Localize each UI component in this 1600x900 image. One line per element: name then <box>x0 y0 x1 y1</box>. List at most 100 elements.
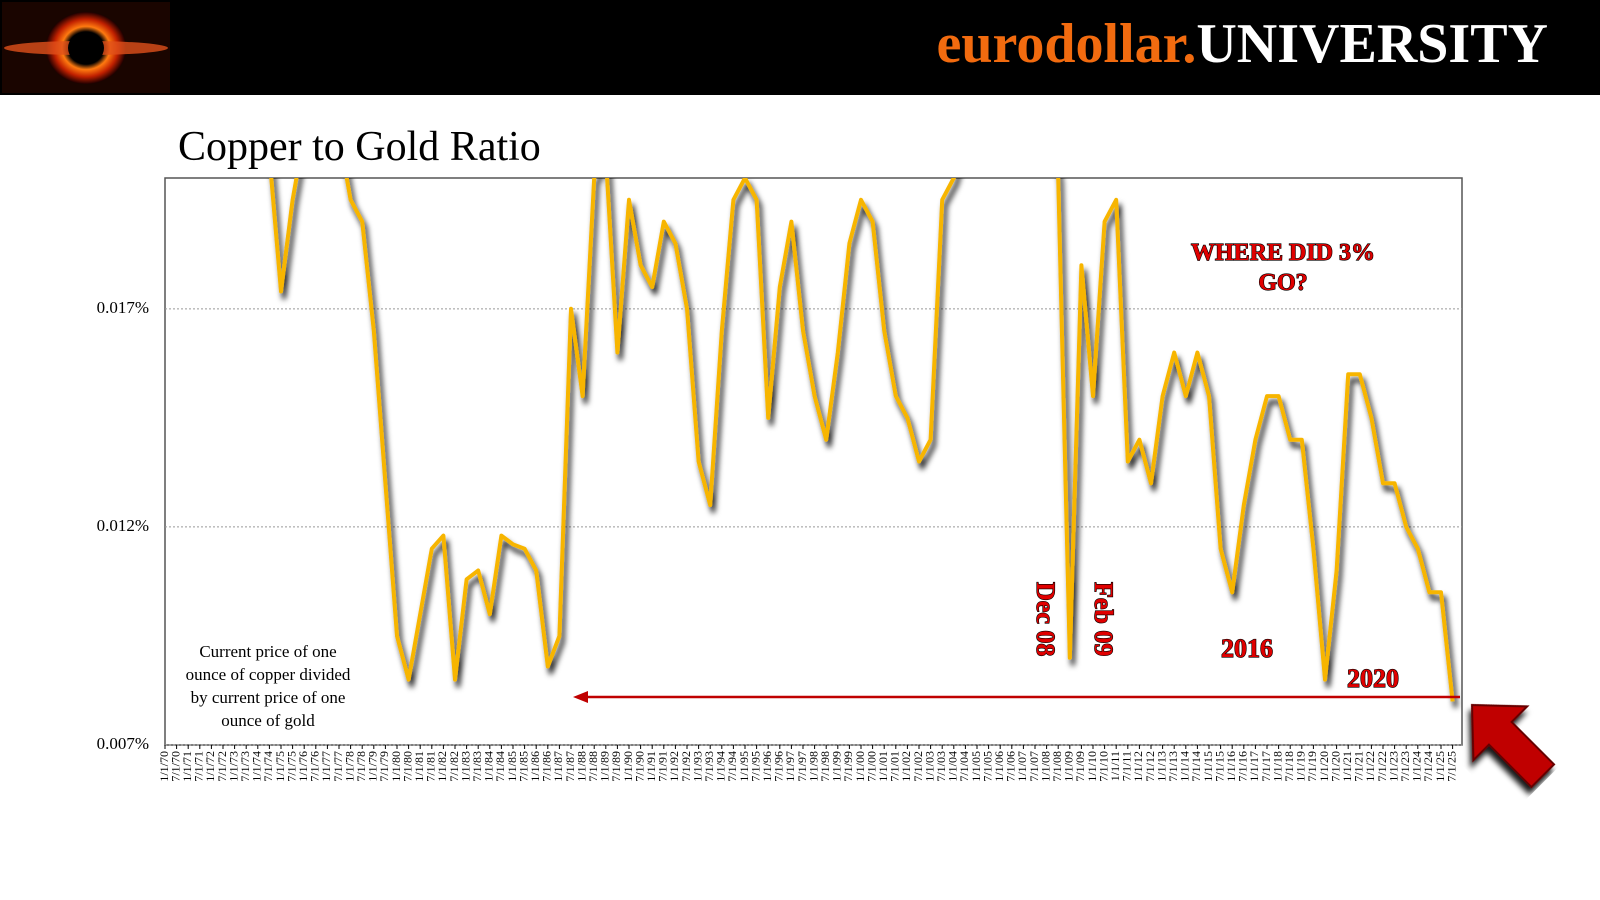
x-tick-label: 7/1/73 <box>238 751 252 782</box>
x-tick-label: 1/1/16 <box>1224 751 1238 782</box>
x-tick-label: 7/1/83 <box>470 751 484 782</box>
x-tick-label: 7/1/97 <box>795 751 809 782</box>
brand: eurodollar.UNIVERSITY <box>937 13 1548 75</box>
x-tick-label: 1/1/09 <box>1062 751 1076 782</box>
x-tick-label: 1/1/82 <box>435 751 449 782</box>
x-tick-label: 1/1/07 <box>1015 751 1029 782</box>
x-tick-label: 1/1/96 <box>760 751 774 782</box>
x-tick-label: 1/1/95 <box>737 751 751 782</box>
x-tick-label: 1/1/77 <box>319 751 333 782</box>
x-tick-label: 7/1/79 <box>377 751 391 782</box>
annotation: 2020 <box>1347 664 1399 693</box>
x-tick-label: 1/1/10 <box>1085 751 1099 782</box>
annotation: WHERE DID 3% <box>1191 240 1375 266</box>
x-tick-label: 7/1/88 <box>586 751 600 782</box>
x-tick-label: 7/1/05 <box>980 751 994 782</box>
series-line <box>269 178 1455 702</box>
x-tick-label: 7/1/95 <box>748 751 762 782</box>
x-tick-label: 7/1/70 <box>168 751 182 782</box>
x-tick-label: 1/1/78 <box>342 751 356 782</box>
x-tick-label: 1/1/76 <box>296 751 310 782</box>
x-tick-label: 1/1/13 <box>1154 751 1168 782</box>
x-tick-label: 7/1/78 <box>354 751 368 782</box>
x-tick-label: 1/1/70 <box>157 751 171 782</box>
x-tick-label: 1/1/74 <box>250 751 264 782</box>
x-tick-label: 7/1/16 <box>1236 751 1250 782</box>
x-tick-label: 7/1/81 <box>424 751 438 782</box>
series-layer <box>269 178 1455 702</box>
note: by current price of one <box>191 688 346 707</box>
logo <box>2 2 170 93</box>
x-tick-label: 7/1/25 <box>1444 751 1458 782</box>
x-tick-label: 1/1/08 <box>1038 751 1052 782</box>
x-tick-label: 1/1/18 <box>1270 751 1284 782</box>
x-tick-label: 1/1/73 <box>226 751 240 782</box>
x-tick-label: 1/1/99 <box>830 751 844 782</box>
x-tick-label: 7/1/14 <box>1189 751 1203 782</box>
x-tick-label: 7/1/13 <box>1166 751 1180 782</box>
x-tick-label: 7/1/08 <box>1050 751 1064 782</box>
x-tick-label: 1/1/02 <box>899 751 913 782</box>
x-tick-label: 7/1/91 <box>656 751 670 782</box>
x-tick-label: 7/1/77 <box>331 751 345 782</box>
x-tick-label: 7/1/01 <box>888 751 902 782</box>
note: ounce of gold <box>221 711 315 730</box>
plot-area <box>164 177 1463 746</box>
x-tick-label: 1/1/00 <box>853 751 867 782</box>
x-tick-label: 1/1/06 <box>992 751 1006 782</box>
x-tick-label: 1/1/19 <box>1294 751 1308 782</box>
x-axis: 1/1/707/1/701/1/717/1/711/1/727/1/721/1/… <box>157 745 1458 782</box>
x-tick-label: 1/1/21 <box>1340 751 1354 782</box>
x-tick-label: 7/1/04 <box>957 751 971 782</box>
x-tick-label: 7/1/02 <box>911 751 925 782</box>
x-tick-label: 1/1/75 <box>273 751 287 782</box>
x-tick-label: 7/1/85 <box>516 751 530 782</box>
x-tick-label: 1/1/86 <box>528 751 542 782</box>
x-tick-label: 1/1/12 <box>1131 751 1145 782</box>
x-tick-label: 1/1/80 <box>389 751 403 782</box>
x-tick-label: 1/1/22 <box>1363 751 1377 782</box>
x-tick-label: 1/1/72 <box>203 751 217 782</box>
x-tick-label: 1/1/24 <box>1410 751 1424 782</box>
x-tick-label: 7/1/98 <box>818 751 832 782</box>
x-tick-label: 7/1/18 <box>1282 751 1296 782</box>
x-tick-label: 1/1/85 <box>505 751 519 782</box>
chart-title: Copper to Gold Ratio <box>178 124 541 170</box>
x-tick-label: 1/1/90 <box>621 751 635 782</box>
x-tick-label: 7/1/22 <box>1375 751 1389 782</box>
brand-name: eurodollar. <box>937 13 1197 75</box>
x-tick-label: 1/1/17 <box>1247 751 1261 782</box>
x-tick-label: 1/1/83 <box>458 751 472 782</box>
x-tick-label: 1/1/92 <box>667 751 681 782</box>
x-tick-label: 1/1/23 <box>1386 751 1400 782</box>
annotation: Feb 09 <box>1089 582 1118 656</box>
x-tick-label: 1/1/71 <box>180 751 194 782</box>
x-tick-label: 7/1/06 <box>1004 751 1018 782</box>
x-tick-label: 7/1/24 <box>1421 751 1435 782</box>
x-tick-label: 1/1/79 <box>366 751 380 782</box>
pointer-arrow <box>1470 703 1556 789</box>
brand-suffix: UNIVERSITY <box>1196 13 1548 75</box>
x-tick-label: 1/1/04 <box>946 751 960 782</box>
x-tick-label: 7/1/90 <box>632 751 646 782</box>
x-tick-label: 7/1/20 <box>1328 751 1342 782</box>
x-tick-label: 7/1/80 <box>400 751 414 782</box>
x-tick-label: 1/1/20 <box>1317 751 1331 782</box>
x-tick-label: 7/1/07 <box>1027 751 1041 782</box>
y-tick-label: 0.007% <box>97 734 149 753</box>
x-tick-label: 1/1/05 <box>969 751 983 782</box>
x-tick-label: 7/1/86 <box>540 751 554 782</box>
x-tick-label: 7/1/00 <box>864 751 878 782</box>
x-tick-label: 7/1/96 <box>772 751 786 782</box>
x-tick-label: 1/1/03 <box>922 751 936 782</box>
x-tick-label: 7/1/12 <box>1143 751 1157 782</box>
x-tick-label: 1/1/81 <box>412 751 426 782</box>
header-bar <box>0 0 1600 95</box>
x-tick-label: 7/1/92 <box>679 751 693 782</box>
x-tick-label: 7/1/10 <box>1096 751 1110 782</box>
x-tick-label: 7/1/89 <box>609 751 623 782</box>
x-tick-label: 7/1/75 <box>284 751 298 782</box>
annotation: Dec 08 <box>1031 582 1060 656</box>
